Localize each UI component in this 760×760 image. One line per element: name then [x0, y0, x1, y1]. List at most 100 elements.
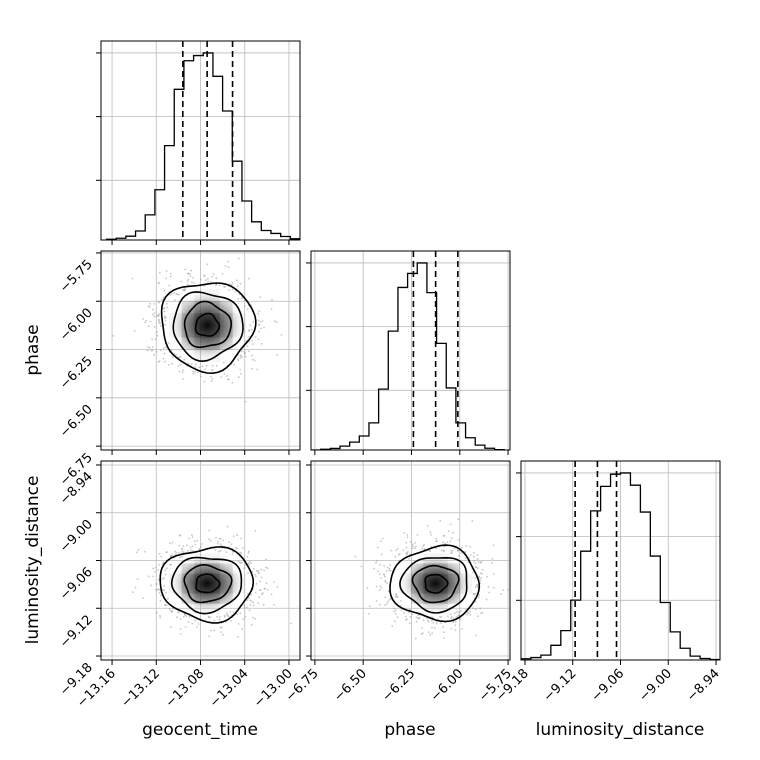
scatter-point	[221, 273, 224, 275]
scatter-point	[159, 614, 161, 617]
grid-lines	[311, 251, 510, 450]
scatter-point	[384, 596, 387, 599]
scatter-point	[507, 589, 510, 591]
scatter-point	[210, 369, 213, 371]
scatter-point	[252, 320, 255, 323]
scatter-point	[423, 544, 425, 546]
scatter-point	[481, 568, 484, 571]
scatter-point	[400, 600, 402, 602]
scatter-point	[191, 281, 193, 284]
scatter-point	[414, 547, 416, 550]
scatter-point	[209, 539, 212, 542]
density-cell	[423, 603, 436, 614]
density-cell	[207, 573, 220, 584]
scatter-point	[443, 637, 445, 639]
scatter-point	[418, 616, 420, 619]
scatter-point	[237, 636, 239, 638]
scatter-point	[243, 350, 246, 353]
scatter-point	[406, 536, 409, 538]
scatter-point	[442, 550, 445, 553]
scatter-point	[394, 555, 397, 558]
scatter-point	[460, 628, 463, 630]
scatter-point	[244, 400, 247, 403]
scatter-point	[428, 620, 430, 623]
contour-line	[172, 291, 244, 363]
scatter-point	[449, 613, 452, 616]
scatter-point	[255, 582, 258, 585]
density-cells	[168, 288, 246, 363]
scatter-point	[210, 375, 212, 378]
scatter-point	[381, 537, 384, 540]
scatter-point	[158, 564, 160, 566]
scatter-point	[259, 589, 261, 592]
scatter-point	[431, 626, 433, 629]
scatter-point	[171, 541, 174, 544]
scatter-point	[227, 614, 229, 617]
scatter-point	[479, 579, 482, 582]
scatter-point	[402, 549, 405, 551]
scatter-point	[406, 534, 408, 536]
scatter-point	[249, 324, 252, 327]
scatter-point	[231, 553, 234, 555]
grid-lines	[101, 41, 300, 240]
scatter-point	[451, 550, 454, 552]
density-cell	[194, 593, 208, 604]
scatter-point	[260, 568, 262, 571]
scatter-point	[239, 357, 242, 359]
scatter-point	[270, 593, 273, 596]
density-cell	[435, 563, 448, 574]
scatter-point	[158, 271, 161, 274]
scatter-point	[395, 593, 398, 596]
scatter-point	[156, 331, 159, 333]
scatter-point	[467, 561, 470, 563]
scatter-point	[459, 610, 462, 613]
density-cell	[194, 313, 208, 326]
scatter-point	[488, 591, 491, 594]
scatter-point	[400, 608, 403, 611]
scatter-point	[192, 372, 195, 375]
scatter-point	[112, 335, 115, 337]
scatter-point	[154, 571, 157, 573]
density-cell	[207, 593, 220, 604]
scatter-point	[407, 551, 409, 553]
scatter-point	[159, 325, 162, 327]
scatter-point	[492, 573, 495, 575]
x-tick-label: −13.12	[118, 666, 163, 711]
scatter-point	[169, 275, 172, 278]
scatter-point	[165, 302, 168, 305]
scatter-point	[228, 378, 230, 381]
scatter-point	[438, 615, 441, 618]
scatter-point	[152, 567, 155, 570]
histogram-steps	[311, 262, 505, 450]
contour-line	[424, 573, 449, 594]
scatter-point	[468, 612, 471, 615]
scatter-point	[408, 611, 410, 614]
scatter-point	[271, 299, 273, 302]
scatter-point	[263, 587, 266, 590]
hist-panel-luminosity-distance	[516, 460, 721, 665]
panel-border	[100, 460, 301, 661]
scatter-point	[169, 626, 172, 629]
scatter-point	[157, 588, 160, 590]
scatter-point	[455, 616, 457, 619]
scatter-point	[178, 370, 181, 373]
scatter-point	[273, 581, 275, 583]
scatter-point	[234, 290, 237, 293]
y-axis-label-luminosity-distance: luminosity_distance	[23, 476, 43, 645]
scatter-point	[458, 611, 460, 614]
histogram-steps	[105, 52, 300, 240]
scatter-point	[249, 603, 252, 606]
scatter-point	[421, 627, 423, 629]
scatter-point	[156, 314, 159, 317]
density-cell	[219, 563, 233, 574]
density-cell	[232, 583, 246, 594]
scatter-point	[150, 584, 152, 587]
scatter-point	[222, 633, 225, 636]
scatter-point	[159, 349, 162, 352]
scatter-point	[430, 545, 433, 548]
scatter-point	[225, 551, 228, 554]
scatter-point	[215, 277, 218, 280]
density-cell	[447, 583, 461, 594]
scatter-point	[187, 272, 190, 275]
scatter-point	[181, 548, 183, 551]
